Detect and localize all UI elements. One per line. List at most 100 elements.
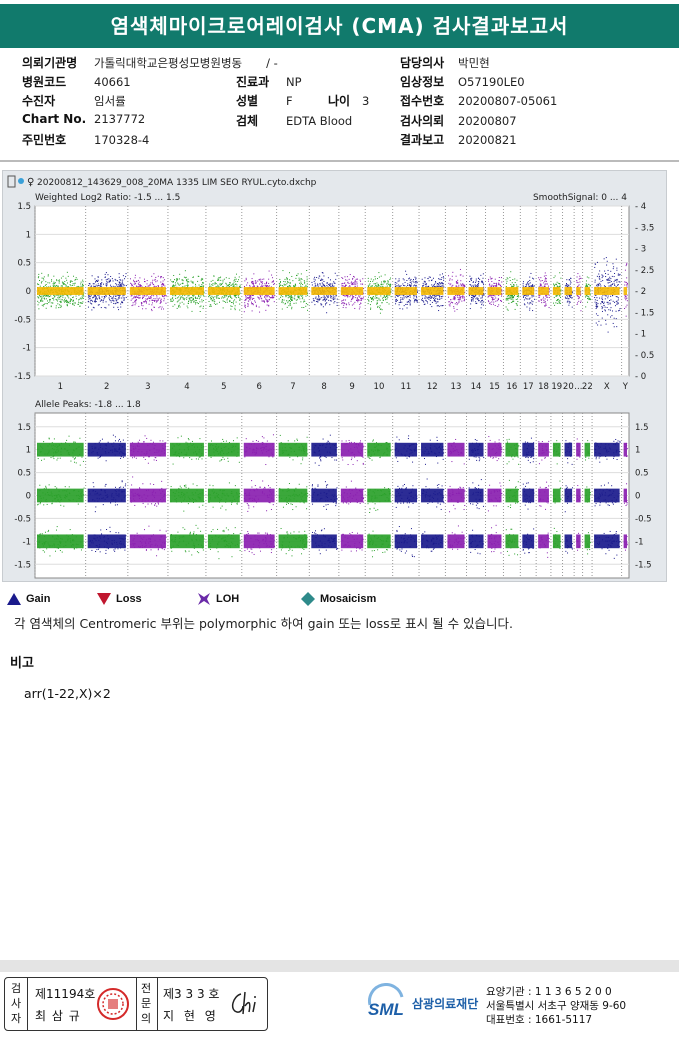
data-point (43, 295, 45, 297)
data-point (39, 533, 41, 535)
data-point (42, 543, 44, 545)
data-point (89, 295, 91, 297)
data-point (234, 278, 236, 280)
data-point (229, 301, 231, 303)
data-point (511, 296, 513, 298)
data-point (286, 277, 288, 279)
data-point (610, 270, 612, 272)
data-point (358, 295, 360, 297)
data-point (138, 281, 140, 283)
data-point (214, 296, 216, 298)
data-point (406, 273, 408, 275)
data-point (43, 279, 45, 281)
data-point (70, 285, 72, 287)
data-point (48, 450, 50, 452)
data-point (195, 297, 197, 299)
report-value: 20200821 (458, 133, 517, 147)
chromosome-label: 6 (256, 382, 261, 392)
chart-no-value: 2137772 (94, 112, 146, 126)
data-point (348, 302, 350, 304)
data-point (268, 305, 270, 307)
data-point (59, 540, 61, 542)
data-point (65, 544, 67, 546)
data-point (428, 276, 430, 278)
data-point (512, 285, 514, 287)
data-point (326, 282, 328, 284)
data-point (78, 490, 80, 492)
data-point (141, 302, 143, 304)
data-point (440, 296, 442, 298)
data-point (211, 299, 213, 301)
data-point (609, 285, 611, 287)
data-point (253, 285, 255, 287)
data-point (99, 300, 101, 302)
data-point (355, 281, 357, 283)
data-point (42, 447, 44, 449)
data-point (522, 296, 524, 298)
data-point (566, 279, 568, 281)
data-point (134, 301, 136, 303)
data-point (455, 275, 457, 277)
data-point (603, 258, 605, 260)
data-point (109, 300, 111, 302)
data-point (299, 282, 301, 284)
data-point (450, 283, 452, 285)
data-point (362, 283, 364, 285)
data-point (576, 276, 578, 278)
data-point (432, 295, 434, 297)
data-point (600, 303, 602, 305)
data-point (259, 311, 261, 313)
data-point (359, 306, 361, 308)
data-point (69, 499, 71, 501)
data-point (91, 299, 93, 301)
data-point (188, 300, 190, 302)
data-point (487, 280, 489, 282)
data-point (178, 306, 180, 308)
data-point (506, 308, 508, 310)
data-point (203, 292, 205, 294)
data-point (114, 450, 116, 452)
data-point (334, 301, 336, 303)
data-point (73, 449, 75, 451)
data-point (325, 303, 327, 305)
data-point (92, 306, 94, 308)
data-point (487, 300, 489, 302)
ratio-right-tick: - 1.5 (635, 308, 654, 318)
data-point (359, 296, 361, 298)
data-point (434, 286, 436, 288)
data-point (231, 297, 233, 299)
data-point (529, 276, 531, 278)
data-point (596, 305, 598, 307)
data-point (624, 284, 626, 286)
data-point (101, 283, 103, 285)
data-point (143, 295, 145, 297)
data-point (410, 278, 412, 280)
data-point (81, 298, 83, 300)
data-point (267, 300, 269, 302)
data-point (322, 272, 324, 274)
data-point (82, 294, 84, 296)
data-point (239, 303, 241, 305)
data-point (539, 283, 541, 285)
data-point (511, 297, 513, 299)
data-point (312, 298, 314, 300)
data-point (330, 300, 332, 302)
data-point (89, 283, 91, 285)
data-point (431, 296, 433, 298)
data-point (428, 280, 430, 282)
data-point (314, 285, 316, 287)
data-point (218, 297, 220, 299)
data-point (594, 299, 596, 301)
data-point (41, 304, 43, 306)
data-point (69, 299, 71, 301)
data-point (416, 289, 418, 291)
data-point (461, 297, 463, 299)
data-point (73, 548, 75, 550)
data-point (58, 282, 60, 284)
data-point (65, 299, 67, 301)
data-point (548, 290, 550, 292)
data-point (160, 281, 162, 283)
data-point (543, 296, 545, 298)
data-point (594, 301, 596, 303)
ratio-left-tick: -1 (23, 344, 31, 354)
